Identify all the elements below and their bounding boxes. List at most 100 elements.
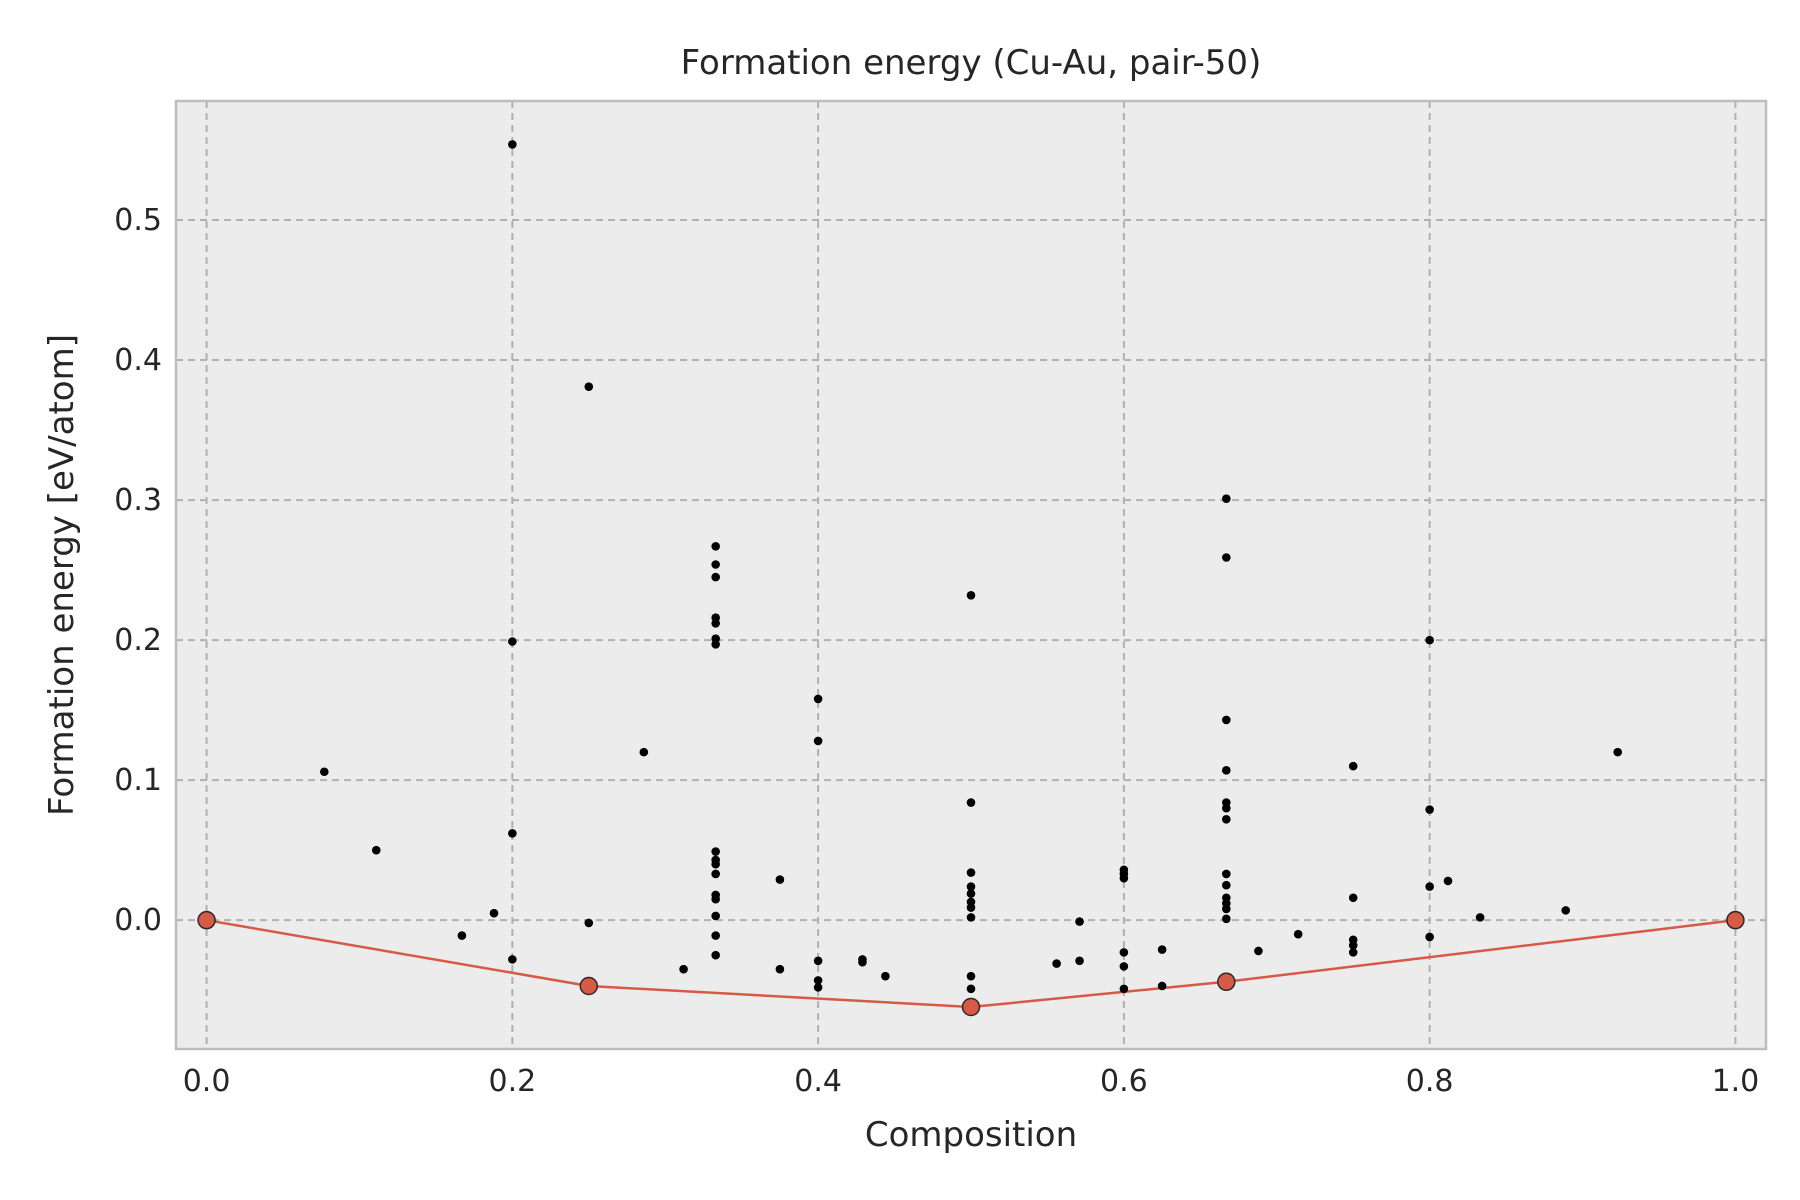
data-point: [711, 859, 720, 869]
data-point: [1222, 880, 1231, 890]
data-point: [775, 875, 785, 884]
data-point: [711, 572, 720, 582]
data-point: [711, 560, 720, 569]
data-point: [1222, 914, 1231, 924]
data-point: [966, 913, 976, 922]
data-point: [813, 736, 823, 746]
data-point: [1293, 929, 1303, 939]
y-tick-label: 0.3: [114, 483, 162, 518]
data-point: [319, 767, 329, 777]
tick-labels: 0.0 0.2 0.4 0.6 0.8 1.0 0.0 0.1 0.2 0.3 0.4 0.5: [114, 203, 1759, 1099]
data-point: [1348, 948, 1358, 957]
data-point: [813, 976, 823, 985]
x-tick-label: 0.2: [488, 1064, 536, 1099]
data-point: [508, 829, 517, 838]
hull-vertex: [961, 997, 981, 1017]
data-point: [1222, 553, 1231, 562]
data-point: [1348, 941, 1358, 950]
data-point: [711, 541, 720, 551]
data-point: [1222, 815, 1231, 824]
data-point: [1222, 494, 1231, 503]
plot-frame: [174, 99, 1768, 1051]
data-points: [197, 140, 1745, 1017]
data-point: [1119, 873, 1129, 883]
data-point: [966, 868, 976, 877]
data-point: [711, 619, 720, 628]
data-point: [1052, 959, 1061, 968]
data-point: [1348, 761, 1358, 771]
data-point: [1222, 803, 1231, 813]
data-point: [711, 911, 720, 921]
data-point: [966, 591, 976, 600]
data-point: [711, 847, 720, 856]
data-point: [1119, 948, 1129, 957]
data-point: [1222, 904, 1231, 914]
data-point: [813, 694, 823, 704]
data-point: [1157, 945, 1167, 954]
data-point: [584, 918, 594, 928]
data-point: [966, 903, 976, 912]
x-tick-label: 0.8: [1406, 1064, 1454, 1099]
data-point: [584, 382, 594, 391]
data-point: [966, 889, 976, 898]
hull-vertex: [579, 976, 599, 996]
data-point: [966, 798, 976, 807]
data-point: [1443, 876, 1453, 886]
data-point: [813, 983, 823, 992]
data-point: [1613, 747, 1623, 757]
chart-title: Formation energy (Cu-Au, pair-50): [681, 43, 1262, 83]
x-tick-label: 0.4: [794, 1064, 842, 1099]
x-tick-label: 0.6: [1100, 1064, 1148, 1099]
data-point: [1348, 893, 1358, 903]
data-point: [1475, 913, 1485, 922]
data-point: [489, 908, 499, 918]
y-tick-label: 0.1: [114, 763, 162, 798]
data-point: [1119, 962, 1129, 971]
data-point: [508, 955, 517, 964]
data-point: [711, 640, 720, 649]
x-axis-label: Composition: [865, 1115, 1077, 1155]
data-point: [775, 964, 785, 974]
data-point: [679, 964, 688, 974]
data-point: [1119, 984, 1129, 994]
hull-vertex: [1726, 910, 1745, 930]
data-point: [1222, 766, 1231, 775]
data-point: [1222, 869, 1231, 879]
hull-vertex: [197, 910, 216, 930]
data-point: [1425, 932, 1434, 942]
data-point: [639, 747, 649, 757]
data-point: [1254, 946, 1263, 956]
data-point: [711, 894, 720, 904]
data-point: [881, 971, 890, 981]
x-tick-label: 0.0: [183, 1064, 231, 1099]
data-point: [1157, 981, 1167, 991]
data-point: [1075, 917, 1084, 926]
data-point: [711, 869, 720, 879]
data-point: [1425, 805, 1434, 814]
y-axis-label: Formation energy [eV/atom]: [42, 334, 82, 816]
y-tick-label: 0.2: [114, 623, 162, 658]
grid: [176, 101, 1766, 1049]
y-tick-label: 0.5: [114, 203, 162, 238]
data-point: [1425, 635, 1434, 645]
data-point: [371, 845, 381, 855]
data-point: [966, 984, 976, 994]
data-point: [813, 956, 823, 966]
data-point: [457, 931, 467, 940]
data-point: [1425, 882, 1434, 891]
data-point: [966, 882, 976, 891]
data-point: [1561, 906, 1571, 915]
x-tick-label: 1.0: [1712, 1064, 1760, 1099]
data-point: [966, 971, 976, 981]
data-point: [1075, 956, 1084, 966]
data-point: [858, 957, 867, 967]
y-tick-label: 0.0: [114, 903, 162, 938]
hull-vertex: [1217, 972, 1236, 992]
data-point: [508, 637, 517, 646]
data-point: [711, 950, 720, 960]
data-point: [711, 931, 720, 940]
data-point: [1222, 715, 1231, 725]
y-tick-label: 0.4: [114, 343, 162, 378]
data-point: [508, 140, 517, 149]
